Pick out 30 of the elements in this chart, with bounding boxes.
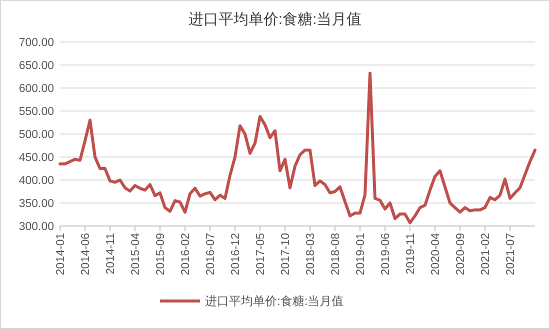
x-tick-label: 2015-04 bbox=[130, 232, 142, 276]
x-tick-label: 2014-01 bbox=[55, 233, 67, 276]
x-tick-label: 2016-07 bbox=[205, 233, 217, 276]
y-tick-label: 550.00 bbox=[18, 106, 54, 118]
y-tick-label: 650.00 bbox=[18, 60, 54, 72]
x-tick-label: 2019-01 bbox=[355, 233, 367, 276]
y-tick-label: 300.00 bbox=[18, 221, 54, 233]
x-tick-label: 2019-11 bbox=[405, 233, 417, 274]
x-tick-label: 2014-06 bbox=[80, 233, 92, 276]
chart-title: 进口平均单价:食糖:当月值 bbox=[188, 11, 362, 28]
x-tick-label: 2020-09 bbox=[455, 233, 467, 276]
x-tick-label: 2017-05 bbox=[255, 233, 267, 276]
x-tick-label: 2019-06 bbox=[380, 233, 392, 276]
y-tick-label: 450.00 bbox=[18, 152, 54, 164]
x-tick-label: 2021-07 bbox=[505, 233, 517, 276]
x-tick-label: 2018-03 bbox=[305, 233, 317, 276]
x-tick-label: 2015-09 bbox=[155, 233, 167, 276]
x-tick-label: 2021-02 bbox=[480, 233, 492, 276]
y-tick-label: 500.00 bbox=[18, 129, 54, 141]
legend-label: 进口平均单价:食糖:当月值 bbox=[205, 294, 344, 308]
x-tick-label: 2014-11 bbox=[105, 233, 117, 274]
x-tick-label: 2017-10 bbox=[280, 233, 292, 276]
y-tick-label: 600.00 bbox=[18, 83, 54, 95]
x-tick-label: 2018-08 bbox=[330, 233, 342, 276]
y-tick-label: 700.00 bbox=[18, 37, 54, 49]
x-tick-label: 2016-02 bbox=[180, 233, 192, 276]
y-tick-label: 400.00 bbox=[18, 175, 54, 187]
x-tick-label: 2020-04 bbox=[430, 232, 442, 276]
y-tick-label: 350.00 bbox=[18, 198, 54, 210]
x-tick-label: 2016-12 bbox=[230, 233, 242, 276]
